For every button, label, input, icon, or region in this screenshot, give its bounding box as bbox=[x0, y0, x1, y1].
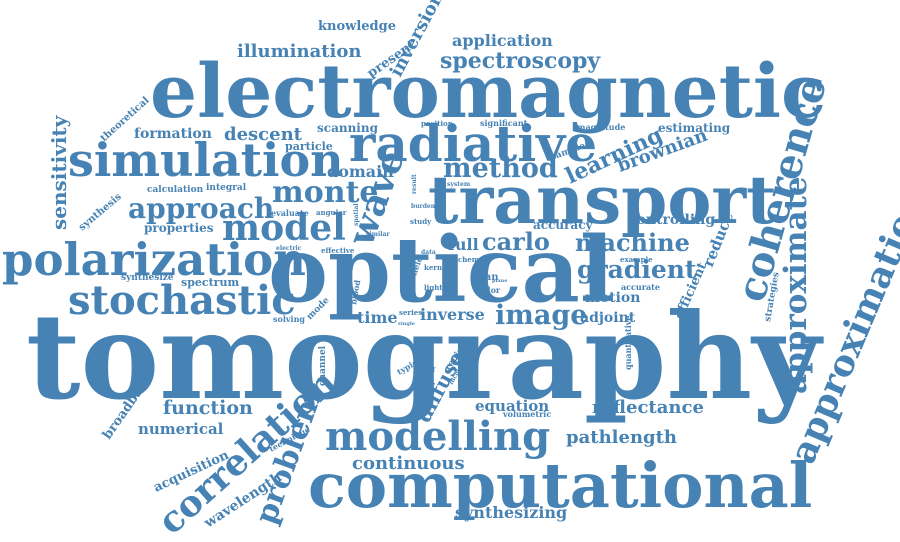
word-application: application bbox=[452, 31, 553, 50]
word-domain: domain bbox=[327, 162, 394, 181]
word-angular: angular bbox=[316, 208, 347, 217]
word-sensitivity: sensitivity bbox=[47, 114, 71, 230]
word-system: system bbox=[447, 181, 471, 188]
word-accuracy: accuracy bbox=[533, 218, 594, 232]
word-particle: particle bbox=[285, 140, 333, 153]
word-blood: blood bbox=[348, 279, 362, 306]
word-function: function bbox=[163, 397, 253, 419]
word-knowledge: knowledge bbox=[318, 19, 396, 34]
word-electromagnetic: electromagnetic bbox=[150, 49, 826, 135]
word-pathlength: pathlength bbox=[566, 427, 677, 448]
word-simulation: simulation bbox=[68, 133, 344, 187]
word-data: data bbox=[421, 249, 436, 256]
word-stochastic: stochastic bbox=[68, 277, 296, 324]
word-optical: optical bbox=[268, 217, 614, 323]
word-series: series bbox=[399, 308, 422, 317]
word-properties: properties bbox=[144, 221, 214, 235]
word-result: result bbox=[411, 174, 418, 194]
word-monte: monte bbox=[272, 175, 379, 210]
word-spatial: spatial bbox=[353, 203, 360, 226]
word-transport: transport bbox=[428, 161, 777, 239]
word-gradient: gradient bbox=[577, 255, 697, 284]
word-scheme: scheme bbox=[454, 255, 484, 264]
word-approach: approach bbox=[128, 192, 274, 225]
word-inverse: inverse bbox=[420, 305, 485, 324]
word-numerical: numerical bbox=[138, 420, 224, 438]
word-spectroscopy: spectroscopy bbox=[440, 48, 601, 74]
word-synthesize: synthesize bbox=[121, 273, 174, 283]
word-motion: motion bbox=[585, 290, 640, 306]
word-volumetric: volumetric bbox=[502, 409, 551, 419]
word-channel: channel bbox=[318, 345, 328, 386]
word-estimating: estimating bbox=[658, 121, 731, 135]
word-carlo: carlo bbox=[482, 227, 550, 256]
word-synthesizing: synthesizing bbox=[455, 503, 567, 522]
word-controlling: controlling bbox=[628, 212, 715, 228]
word-continuous: continuous bbox=[352, 453, 465, 474]
word-evaluate: evaluate bbox=[271, 208, 309, 218]
word-magnitude: magnitude bbox=[577, 122, 625, 132]
word-effective: effective bbox=[321, 246, 355, 255]
word-synthesis: synthesis bbox=[77, 191, 124, 233]
word-time: time bbox=[357, 308, 398, 327]
word-light: light bbox=[424, 283, 443, 292]
word-equation: equation bbox=[475, 397, 549, 415]
word-quantitative: quantitative bbox=[623, 316, 633, 371]
word-illumination: illumination bbox=[237, 41, 361, 62]
word-scanning: scanning bbox=[317, 121, 379, 135]
word-accurate: accurate bbox=[621, 282, 660, 292]
word-study: study bbox=[410, 217, 432, 226]
word-scan: scan bbox=[473, 272, 499, 283]
word-integral: integral bbox=[206, 183, 247, 193]
word-model: model bbox=[222, 207, 346, 249]
word-modelling: modelling bbox=[325, 413, 550, 460]
word-polarization: polarization bbox=[2, 233, 306, 286]
word-calculation: calculation bbox=[147, 185, 204, 195]
word-computational: computational bbox=[308, 449, 812, 522]
word-spectrum: spectrum bbox=[181, 276, 239, 289]
word-single: single bbox=[398, 321, 415, 327]
word-reflectance: reflectance bbox=[592, 397, 704, 418]
word-position: position bbox=[421, 119, 453, 128]
word-burden: burden bbox=[411, 203, 436, 210]
word-adjoint: adjoint bbox=[580, 310, 636, 326]
word-approximate: approximate bbox=[778, 176, 814, 394]
word-significant: significant bbox=[480, 118, 528, 128]
word-machine: machine bbox=[575, 228, 690, 257]
word-descent: descent bbox=[224, 124, 303, 145]
word-taylor: taylor bbox=[474, 285, 501, 295]
word-full: full bbox=[448, 235, 479, 254]
word-method: method bbox=[443, 153, 558, 184]
word-plane: plane bbox=[492, 278, 507, 284]
word-solving: solving bbox=[273, 314, 305, 324]
word-example: example bbox=[620, 255, 653, 264]
word-image: image bbox=[495, 300, 587, 331]
word-wolf: wolf bbox=[420, 367, 435, 374]
word-tomography: tomography bbox=[26, 287, 824, 426]
word-similar: similar bbox=[366, 231, 390, 238]
word-kernel: kernel bbox=[424, 263, 450, 272]
word-electric: electric bbox=[276, 245, 302, 252]
word-formation: formation bbox=[134, 126, 212, 142]
word-radiative: radiative bbox=[349, 114, 597, 173]
